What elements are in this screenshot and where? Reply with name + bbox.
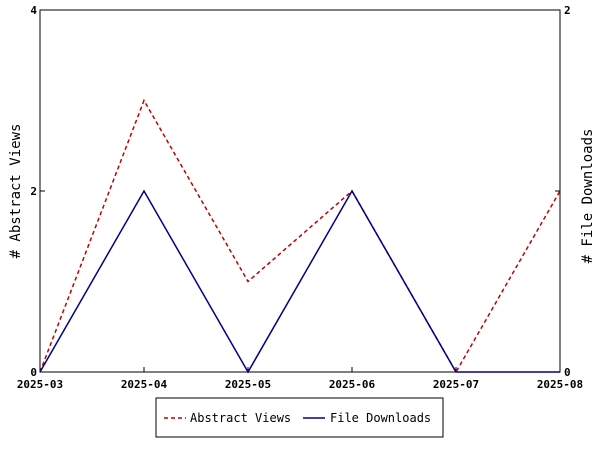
y-right-tick-label: 2 [564,4,571,17]
legend: Abstract Views File Downloads [155,397,444,438]
legend-box [155,397,444,438]
x-tick-label: 2025-07 [433,378,479,391]
y-left-tick-label: 2 [30,185,37,198]
x-axis: 2025-03 2025-04 2025-05 2025-06 2025-07 2025-… [17,367,583,391]
y-left-axis: 0 2 4 [30,4,45,379]
y-right-axis-title: # File Downloads [580,129,596,264]
series-line-abstract-views [39,98,561,374]
y-left-tick-label: 4 [30,4,37,17]
y-left-tick-label: 0 [30,366,37,379]
x-tick-label: 2025-05 [225,378,271,391]
y-right-axis: 02 [555,4,571,379]
x-tick-label: 2025-04 [121,378,168,391]
series-line-file-downloads [39,189,560,374]
x-tick-label: 2025-08 [537,378,583,391]
y-left-axis-title: # Abstract Views [8,124,24,259]
x-tick-label: 2025-03 [17,378,63,391]
plot-frame [39,9,561,373]
x-tick-label: 2025-06 [329,378,376,391]
legend-label-abstract-views: Abstract Views [190,411,291,425]
legend-label-file-downloads: File Downloads [330,411,431,425]
series-layer [39,98,561,374]
y-right-tick-label: 0 [564,366,571,379]
